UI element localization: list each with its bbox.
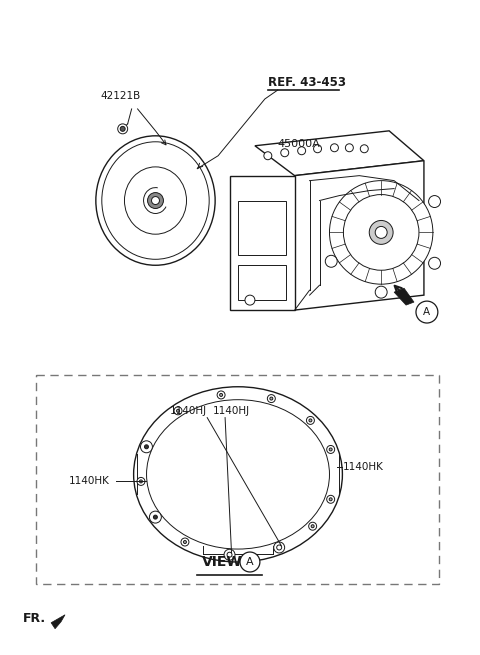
- Circle shape: [270, 397, 273, 400]
- Circle shape: [144, 445, 148, 449]
- Text: VIEW: VIEW: [202, 555, 242, 569]
- Circle shape: [147, 193, 164, 208]
- FancyArrowPatch shape: [395, 286, 407, 298]
- Circle shape: [329, 181, 433, 284]
- Ellipse shape: [133, 386, 342, 562]
- Circle shape: [140, 480, 143, 483]
- Circle shape: [120, 126, 125, 132]
- Circle shape: [220, 394, 223, 396]
- Circle shape: [267, 394, 276, 403]
- Ellipse shape: [124, 167, 187, 234]
- Circle shape: [137, 477, 145, 485]
- Text: A: A: [246, 557, 254, 567]
- Circle shape: [217, 391, 225, 399]
- Circle shape: [416, 301, 438, 323]
- Circle shape: [240, 552, 260, 572]
- Circle shape: [375, 227, 387, 238]
- Circle shape: [181, 538, 189, 546]
- Polygon shape: [255, 131, 424, 176]
- Circle shape: [311, 525, 314, 528]
- Polygon shape: [230, 176, 295, 310]
- Circle shape: [429, 257, 441, 269]
- Circle shape: [375, 286, 387, 298]
- Circle shape: [346, 144, 353, 152]
- Text: FR.: FR.: [23, 612, 47, 626]
- Circle shape: [154, 515, 157, 519]
- Ellipse shape: [102, 141, 209, 259]
- Polygon shape: [295, 160, 424, 310]
- Circle shape: [177, 409, 180, 412]
- Circle shape: [306, 417, 314, 424]
- Circle shape: [245, 295, 255, 305]
- Circle shape: [329, 448, 332, 451]
- Circle shape: [330, 144, 338, 152]
- Circle shape: [274, 542, 285, 553]
- Circle shape: [327, 495, 335, 503]
- Ellipse shape: [96, 136, 215, 265]
- Circle shape: [224, 550, 235, 560]
- Text: 1140HK: 1140HK: [69, 476, 110, 487]
- Circle shape: [152, 196, 159, 204]
- Text: 1140HK: 1140HK: [343, 462, 384, 472]
- Circle shape: [360, 145, 368, 153]
- Polygon shape: [51, 615, 65, 629]
- Circle shape: [298, 147, 306, 155]
- Circle shape: [141, 441, 153, 453]
- Text: REF. 43-453: REF. 43-453: [268, 76, 346, 89]
- Ellipse shape: [146, 400, 329, 549]
- Bar: [238, 200, 286, 255]
- Circle shape: [227, 552, 232, 557]
- Circle shape: [329, 498, 332, 501]
- Circle shape: [118, 124, 128, 134]
- Text: A: A: [423, 307, 431, 317]
- Text: 1140HJ: 1140HJ: [213, 405, 250, 416]
- Circle shape: [369, 221, 393, 244]
- Text: 42121B: 42121B: [101, 91, 141, 101]
- Circle shape: [313, 145, 322, 153]
- Circle shape: [327, 445, 335, 453]
- Bar: [36, 375, 439, 584]
- Circle shape: [429, 196, 441, 208]
- Circle shape: [343, 195, 419, 271]
- Text: 45000A: 45000A: [278, 139, 321, 149]
- Circle shape: [281, 149, 288, 157]
- Circle shape: [174, 407, 182, 415]
- Bar: [238, 265, 286, 300]
- Circle shape: [309, 522, 317, 530]
- Polygon shape: [394, 288, 414, 305]
- Circle shape: [325, 255, 337, 267]
- Circle shape: [264, 152, 272, 160]
- Circle shape: [183, 540, 186, 544]
- Circle shape: [149, 511, 161, 523]
- Circle shape: [276, 545, 282, 550]
- Circle shape: [309, 419, 312, 422]
- Text: 1140HJ: 1140HJ: [170, 405, 207, 416]
